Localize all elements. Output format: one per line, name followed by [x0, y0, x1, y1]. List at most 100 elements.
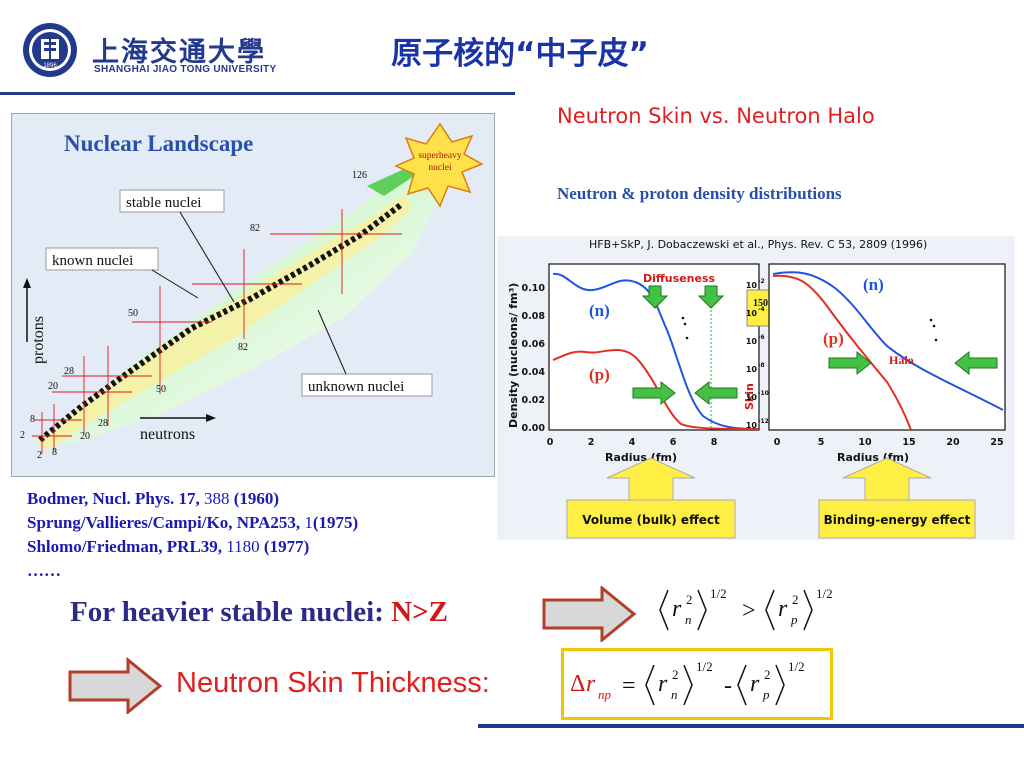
rn-r: r — [672, 596, 682, 622]
superheavy-burst-icon — [394, 122, 484, 208]
rp-exp: 1/2 — [816, 586, 833, 601]
ytick-002: 0.02 — [522, 395, 545, 406]
log-ytick-1: 10 — [746, 281, 758, 290]
ytick-000: 0.00 — [522, 423, 546, 434]
magic-50-n: 50 — [156, 384, 166, 395]
known-nuclei-label: known nuclei — [52, 253, 133, 269]
neutron-density-curve — [552, 272, 760, 430]
university-seal-icon: 1896 — [23, 23, 77, 77]
f-rp-exp: 1/2 — [788, 659, 805, 674]
gt-sign: > — [742, 598, 756, 624]
log-yexp-4: -8 — [758, 362, 765, 369]
university-name-en: SHANGHAI JIAO TONG UNIVERSITY — [94, 64, 277, 75]
magic-126: 126 — [352, 170, 367, 181]
log-yexp-3: -6 — [758, 334, 765, 341]
neutrons-axis-label: neutrons — [140, 426, 195, 443]
log-xtick-25: 25 — [990, 437, 1003, 448]
ytick-010: 0.10 — [522, 283, 546, 294]
xtick-6: 6 — [670, 437, 677, 448]
log-xtick-10: 10 — [858, 437, 872, 448]
proton-density-curve — [552, 348, 760, 430]
magic-8-z: 8 — [30, 414, 35, 425]
volume-effect-arrow — [606, 457, 696, 501]
xtick-0: 0 — [547, 437, 554, 448]
density-y-label: Density (nucleons/ fm³) — [507, 283, 520, 428]
skin-thickness-label: Neutron Skin Thickness: — [176, 667, 490, 699]
density-citation: HFB+SkP, J. Dobaczewski et al., Phys. Re… — [589, 238, 927, 251]
right-proton-label: (p) — [823, 329, 844, 348]
magic-82-n: 82 — [238, 342, 248, 353]
magic-2-z: 2 — [20, 430, 25, 441]
equals-sign: = — [622, 673, 636, 699]
ytick-008: 0.08 — [522, 311, 546, 322]
halo-arrow-left — [828, 350, 872, 376]
ytick-006: 0.06 — [522, 339, 546, 350]
f-rp-sub: p — [762, 687, 770, 702]
reference-2: Sprung/Vallieres/Campi/Ko, NPA253, 1(197… — [27, 513, 359, 532]
left-radius-label: Radius (fm) — [605, 451, 677, 464]
delta-r: r — [586, 671, 596, 697]
rn-sq: 2 — [686, 592, 693, 607]
log-xtick-15: 15 — [902, 437, 915, 448]
magic-28-n: 28 — [98, 418, 108, 429]
skin-label: Skin — [743, 383, 756, 410]
burst-label-2: nuclei — [428, 163, 452, 173]
landscape-title: Nuclear Landscape — [64, 131, 253, 156]
xtick-8: 8 — [711, 437, 718, 448]
page-title: 原子核的“中子皮” — [391, 36, 649, 72]
nucleus-mass: 150 — [753, 298, 768, 309]
skin-arrow-right — [694, 380, 738, 406]
volume-effect-label: Volume (bulk) effect — [582, 513, 720, 527]
skin-arrow-left — [632, 380, 676, 406]
reference-1: Bodmer, Nucl. Phys. 17, 388 (1960) — [27, 489, 280, 508]
density-title: Neutron & proton density distributions — [557, 184, 842, 203]
f-rn-r: r — [658, 671, 668, 697]
f-rn-exp: 1/2 — [696, 659, 713, 674]
magic-8-n: 8 — [52, 447, 57, 458]
magic-20-n: 20 — [80, 431, 90, 442]
xtick-2: 2 — [588, 437, 595, 448]
log-ytick-5: 10 — [746, 393, 758, 402]
halo-arrow-right — [954, 350, 998, 376]
radius-inequality: r 2 n 1/2 > r 2 p 1/2 — [659, 586, 833, 631]
binding-effect-label: Binding-energy effect — [824, 513, 971, 527]
right-neutron-label: (n) — [863, 275, 884, 294]
rn-exp: 1/2 — [710, 586, 727, 601]
seal-year: 1896 — [43, 63, 57, 69]
log-yexp-5: -10 — [758, 390, 769, 397]
header-divider — [0, 92, 515, 95]
f-rp-r: r — [750, 671, 760, 697]
delta-symbol: Δ — [570, 671, 585, 697]
density-distribution-figure: Neutron & proton density distributions H… — [497, 178, 1015, 540]
log-yexp-6: -12 — [758, 418, 769, 425]
halo-label: Halo — [889, 353, 914, 367]
log-xtick-5: 5 — [818, 437, 825, 448]
stable-valley-line — [38, 201, 404, 443]
n-greater-z: N>Z — [391, 596, 448, 628]
f-rn-sub: n — [671, 687, 678, 702]
log-yexp-1: -2 — [758, 278, 765, 285]
magic-28-z: 28 — [64, 366, 74, 377]
reference-ellipsis: …… — [27, 561, 61, 580]
magic-number-lines — [32, 209, 402, 454]
f-rn-sq: 2 — [672, 667, 679, 682]
diffuseness-arrow-2 — [697, 285, 725, 309]
thickness-arrow-icon — [68, 656, 163, 714]
magic-2-n: 2 — [37, 450, 42, 461]
unknown-nuclei-label: unknown nuclei — [308, 379, 404, 395]
neutron-log-curve — [772, 271, 1004, 411]
rp-sub: p — [790, 612, 798, 627]
minus-sign: - — [724, 673, 732, 699]
proton-log-curve — [772, 274, 912, 431]
diffuseness-arrow-1 — [641, 285, 669, 309]
rp-r: r — [778, 596, 788, 622]
diffuseness-label: Diffuseness — [643, 272, 715, 285]
xtick-4: 4 — [629, 437, 636, 448]
nuclear-landscape-figure: superheavy nuclei Nuclear Landscape stab… — [11, 113, 495, 477]
skin-vs-halo-title: Neutron Skin vs. Neutron Halo — [557, 104, 875, 128]
log-yexp-2: -4 — [758, 306, 765, 313]
delta-sub: np — [598, 687, 612, 702]
superheavy-region — [367, 169, 417, 196]
f-rp-sq: 2 — [764, 667, 771, 682]
log-ytick-3: 10 — [746, 337, 758, 346]
